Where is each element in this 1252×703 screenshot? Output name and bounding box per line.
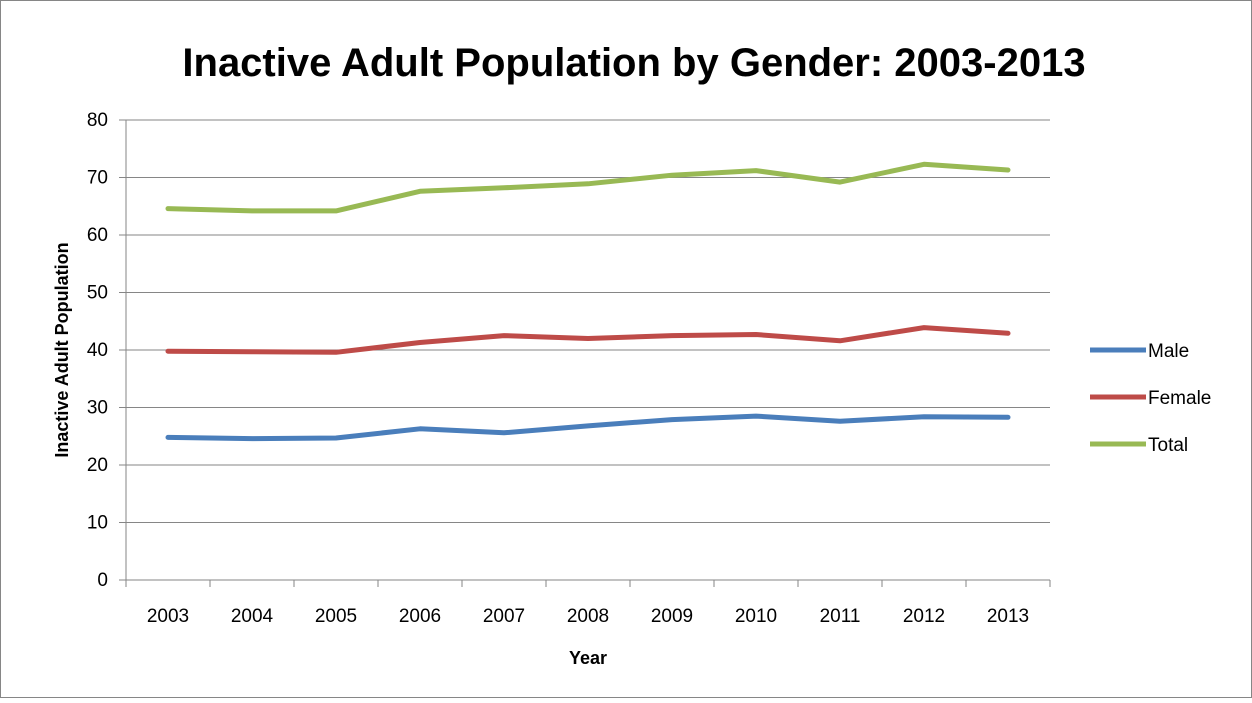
series-lines [165,161,1011,442]
legend-label-female: Female [1148,388,1211,409]
y-tick-label-40: 40 [87,340,108,361]
legend: Male Female Total [1090,341,1211,456]
x-tick-label-2013: 2013 [987,606,1029,627]
chart-title: Inactive Adult Population by Gender: 200… [182,41,1085,85]
x-tick-label-2005: 2005 [315,606,357,627]
y-tick-label-30: 30 [87,398,108,419]
x-tick-label-2003: 2003 [147,606,189,627]
series-line-female [165,325,1011,355]
y-tick-label-20: 20 [87,455,108,476]
x-tick-labels: 2003 2004 2005 2006 2007 2008 2009 2010 2011 2012… [147,606,1029,627]
y-tick-label-0: 0 [97,570,108,591]
legend-label-male: Male [1148,341,1189,362]
x-axis-title: Year [569,648,607,668]
axes [119,119,1051,587]
series-line-total [165,161,1011,214]
x-tick-label-2006: 2006 [399,606,441,627]
y-tick-label-50: 50 [87,283,108,304]
x-tick-label-2004: 2004 [231,606,274,627]
x-tick-label-2012: 2012 [903,606,945,627]
y-axis-title: Inactive Adult Population [52,242,72,457]
x-tick-label-2007: 2007 [483,606,525,627]
x-tick-label-2010: 2010 [735,606,777,627]
series-line-male [165,413,1011,442]
x-tick-label-2009: 2009 [651,606,693,627]
x-tick-label-2011: 2011 [820,606,861,627]
y-tick-label-60: 60 [87,225,108,246]
y-tick-label-10: 10 [87,513,108,534]
legend-label-total: Total [1148,435,1188,456]
gridlines [126,119,1050,523]
y-tick-label-80: 80 [87,110,108,131]
y-tick-label-70: 70 [87,168,108,189]
x-tick-label-2008: 2008 [567,606,609,627]
y-tick-labels: 0 10 20 30 40 50 60 70 80 [87,110,108,591]
